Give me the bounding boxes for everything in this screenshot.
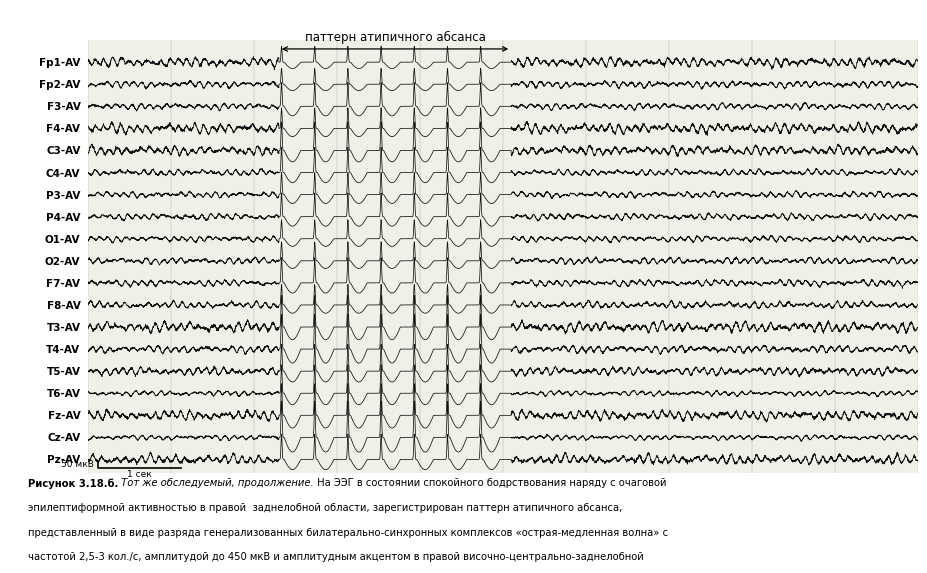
Text: 50 мкВ: 50 мкВ [61,460,94,469]
Text: частотой 2,5-3 кол./с, амплитудой до 450 мкВ и амплитудным акцентом в правой вис: частотой 2,5-3 кол./с, амплитудой до 450… [28,552,643,562]
Text: паттерн атипичного абсанса: паттерн атипичного абсанса [305,32,486,44]
Text: На ЭЭГ в состоянии спокойного бодрствования наряду с очаговой: На ЭЭГ в состоянии спокойного бодрствова… [314,478,667,488]
Text: Тот же обследуемый, продолжение.: Тот же обследуемый, продолжение. [118,478,314,488]
Text: эпилептиформной активностью в правой  заднелобной области, зарегистрирован патте: эпилептиформной активностью в правой зад… [28,503,622,513]
Text: представленный в виде разряда генерализованных билатерально-синхронных комплексо: представленный в виде разряда генерализо… [28,528,668,537]
Text: 1 сек: 1 сек [127,470,152,479]
Text: Рисунок 3.18.б.: Рисунок 3.18.б. [28,478,118,489]
